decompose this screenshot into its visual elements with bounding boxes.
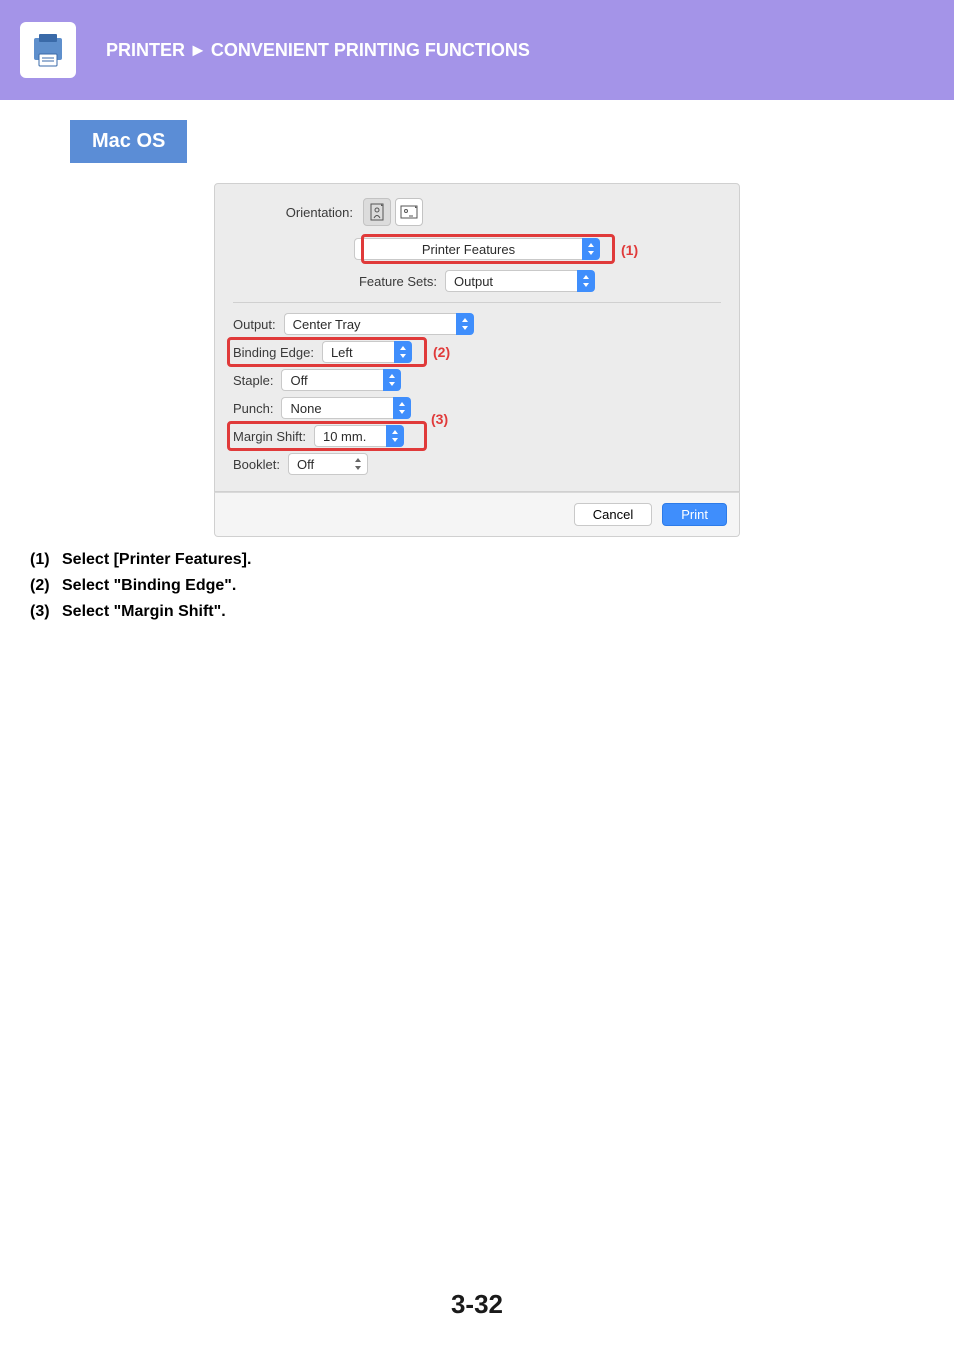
staple-select-value: Off [281,369,383,391]
margin-shift-select-value: 10 mm. [314,425,386,447]
print-dialog: Orientation: Printer Features (1) Featur… [214,183,740,537]
select-stepper-icon [386,425,404,447]
feature-sets-select[interactable]: Output [445,270,595,292]
printer-icon [20,22,76,78]
instruction-step-text: Select [Printer Features]. [62,551,251,569]
breadcrumb-left: PRINTER [106,40,185,61]
breadcrumb: PRINTER ► CONVENIENT PRINTING FUNCTIONS [106,40,530,61]
feature-sets-label: Feature Sets: [359,274,437,289]
output-label: Output: [233,317,276,332]
instruction-step-text: Select "Margin Shift". [62,603,226,621]
instruction-step-num: (3) [30,603,62,621]
select-stepper-icon [456,313,474,335]
main-section-select-value: Printer Features [354,238,582,260]
instruction-step-num: (1) [30,551,62,569]
punch-select-value: None [281,397,393,419]
instructions-list: (1) Select [Printer Features]. (2) Selec… [30,551,954,621]
margin-shift-label: Margin Shift: [233,429,306,444]
dialog-footer: Cancel Print [214,492,740,537]
instruction-step-num: (2) [30,577,62,595]
print-button[interactable]: Print [662,503,727,526]
select-stepper-icon [393,397,411,419]
callout-label-2: (2) [433,344,450,360]
breadcrumb-right: CONVENIENT PRINTING FUNCTIONS [211,40,530,61]
punch-select[interactable]: None [281,397,411,419]
select-stepper-icon [577,270,595,292]
feature-sets-value: Output [445,270,577,292]
select-stepper-icon [582,238,600,260]
orientation-landscape-button[interactable] [395,198,423,226]
select-stepper-icon [394,341,412,363]
main-section-select[interactable]: Printer Features [354,238,600,260]
page-header: PRINTER ► CONVENIENT PRINTING FUNCTIONS [0,0,954,100]
instruction-step-text: Select "Binding Edge". [62,577,236,595]
orientation-label: Orientation: [233,205,353,220]
staple-select[interactable]: Off [281,369,401,391]
instruction-step: (2) Select "Binding Edge". [30,577,954,595]
breadcrumb-separator: ► [189,40,207,61]
punch-label: Punch: [233,401,273,416]
binding-edge-label: Binding Edge: [233,345,314,360]
margin-shift-select[interactable]: 10 mm. [314,425,404,447]
binding-edge-select-value: Left [322,341,394,363]
output-select-value: Center Tray [284,313,456,335]
callout-label-3: (3) [431,411,448,427]
divider [233,302,721,303]
select-stepper-icon [350,453,368,475]
callout-label-1: (1) [621,242,638,258]
booklet-select[interactable]: Off [288,453,368,475]
instruction-step: (3) Select "Margin Shift". [30,603,954,621]
booklet-label: Booklet: [233,457,280,472]
instruction-step: (1) Select [Printer Features]. [30,551,954,569]
output-select[interactable]: Center Tray [284,313,474,335]
select-stepper-icon [383,369,401,391]
booklet-select-value: Off [288,453,350,475]
staple-label: Staple: [233,373,273,388]
binding-edge-select[interactable]: Left [322,341,412,363]
orientation-portrait-button[interactable] [363,198,391,226]
cancel-button[interactable]: Cancel [574,503,652,526]
page-number: 3-32 [0,1289,954,1320]
section-tab-macos: Mac OS [70,120,187,163]
